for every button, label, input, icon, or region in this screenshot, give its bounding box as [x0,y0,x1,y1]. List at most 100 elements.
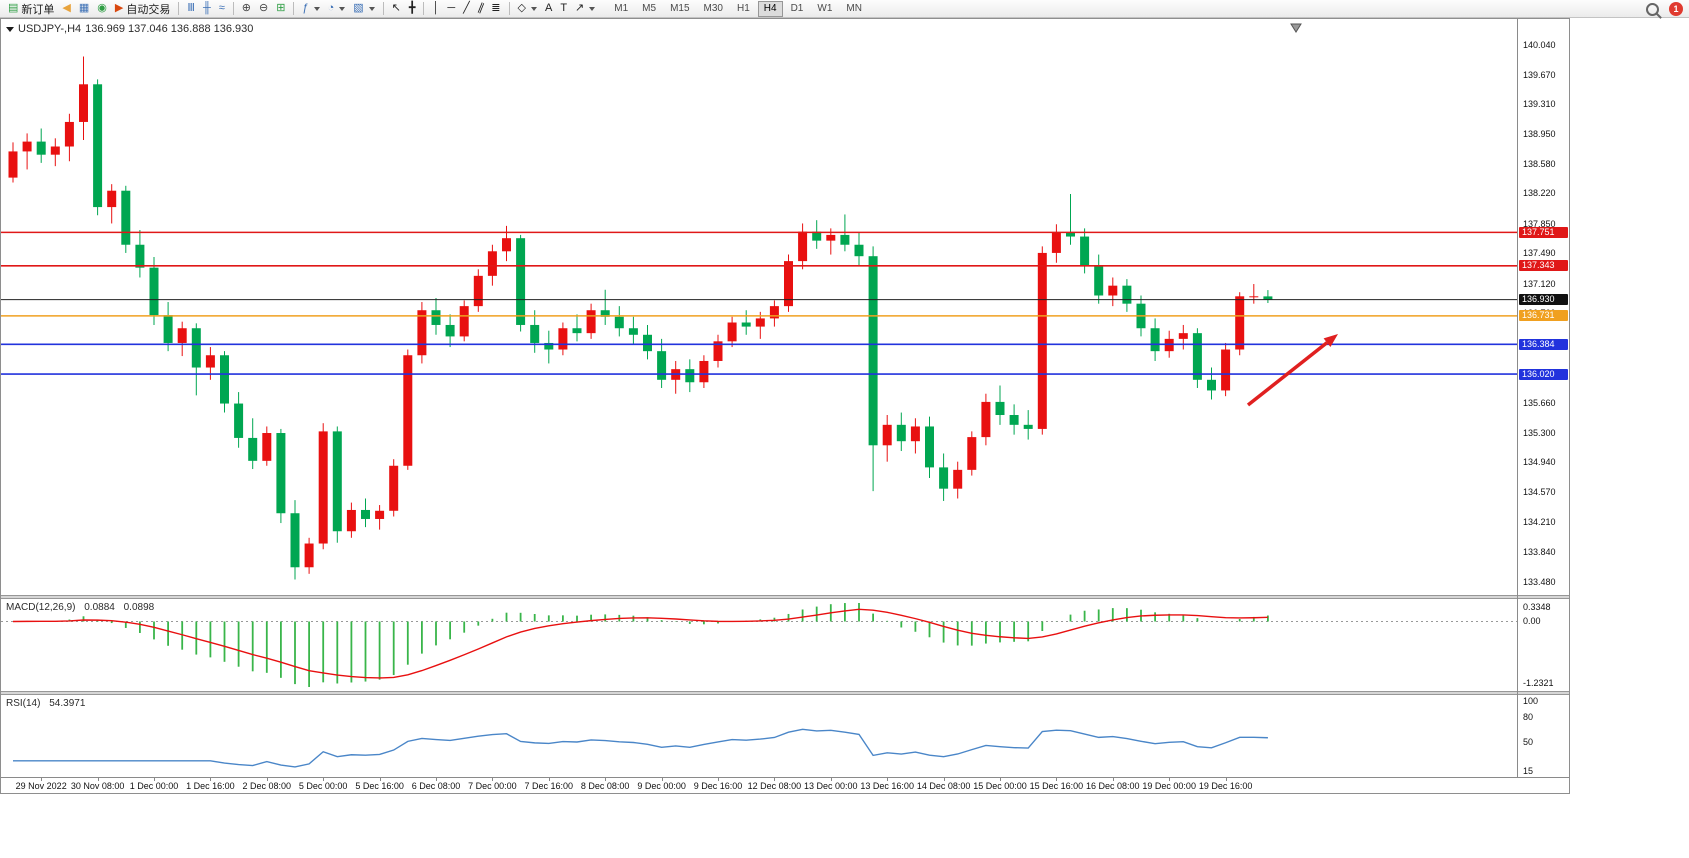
candle [445,314,455,348]
cursor-button[interactable]: ↖ [388,0,405,17]
horizontal-line-button[interactable]: ─ [443,0,459,17]
announcement-button[interactable]: ◀ [58,0,74,17]
time-axis-label: 9 Dec 00:00 [637,781,686,791]
timeframe-m30[interactable]: M30 [703,2,723,14]
indicators-button[interactable]: ƒ [298,0,323,17]
time-tick [605,778,607,781]
candle [79,56,88,140]
candle [995,385,1005,425]
candle [925,416,934,479]
candle [981,393,991,446]
cursor-icon: ↖ [391,2,401,14]
notification-badge[interactable]: 1 [1669,2,1683,16]
timeframe-mn[interactable]: MN [846,2,862,14]
time-tick [41,778,43,781]
rsi-indicator-label: RSI(14) 54.3971 [6,698,85,709]
macd-scale-zero: 0.00 [1523,615,1541,626]
time-axis-label: 14 Dec 08:00 [916,781,971,791]
fibonacci-button[interactable]: ≣ [487,0,504,17]
time-axis-label: 13 Dec 16:00 [860,781,914,791]
text-label-icon: T [560,2,568,14]
time-axis-label: 8 Dec 08:00 [580,781,630,791]
tile-windows-button[interactable]: ⊞ [272,0,289,17]
trendline-button[interactable]: ╱ [459,0,474,17]
timeframe-w1[interactable]: W1 [817,2,833,14]
timeframe-h4[interactable]: H4 [757,0,783,17]
candle [361,498,370,528]
timeframe-m1[interactable]: M1 [614,2,629,14]
candle [1037,246,1047,435]
candlestick-chart-button[interactable]: ╫ [199,0,215,17]
rsi-pane[interactable] [1,695,1517,777]
macd-signal-line [12,608,1268,679]
candle [1207,367,1216,400]
time-axis[interactable]: 29 Nov 2022 30 Nov 08:00 1 Dec 00:00 1 Dec … [1,777,1569,793]
candle [600,289,610,325]
shapes-button[interactable]: ◇ [514,0,541,17]
market-watch-icon: ◉ [97,2,107,14]
dropdown-caret-icon [368,6,375,11]
candle [346,502,356,538]
time-tick [718,778,719,781]
time-tick [154,778,155,781]
main-chart-pane[interactable] [1,19,1517,595]
time-tick [887,778,889,781]
candle [332,426,342,543]
timeframe-h1[interactable]: H1 [736,2,750,14]
candle [657,338,667,388]
auto-trading-button[interactable]: ▶ 自动交易 [111,0,174,17]
candle [1009,404,1019,435]
candle [8,142,18,183]
time-axis-label: 12 Dec 08:00 [747,781,802,791]
templates-button[interactable]: ▧ [349,0,378,17]
candle [304,537,314,574]
candle [403,349,413,470]
timeframe-d1[interactable]: D1 [790,2,804,14]
dropdown-caret-icon [313,6,320,11]
crosshair-button[interactable]: ╋ [405,0,420,17]
time-tick [774,778,776,781]
time-axis-label: 16 Dec 08:00 [1086,781,1140,791]
candle [163,302,173,352]
time-tick [830,778,832,781]
timeframe-m5[interactable]: M5 [642,2,657,14]
zoom-in-button[interactable]: ⊕ [238,0,255,17]
periods-button[interactable]: ◔ [324,0,350,17]
candle [290,500,300,580]
channel-button[interactable]: ∥ [474,0,488,17]
price-tick-label: 138.220 [1523,188,1556,199]
candle [939,453,949,501]
search-icon[interactable] [1646,2,1659,16]
one-click-trading-toggle-icon[interactable] [6,26,14,32]
pane-separator[interactable] [1,595,1569,599]
timeframe-m15[interactable]: M15 [670,2,690,14]
chart-window-button[interactable]: ▦ [75,0,93,17]
time-axis-label: 1 Dec 00:00 [129,781,179,791]
chart-shift-marker-icon[interactable] [1290,23,1302,33]
candle [699,355,709,388]
candle [107,184,117,224]
time-tick [1225,778,1227,781]
new-order-button[interactable]: ▤ 新订单 [4,0,58,17]
price-axis[interactable]: 140.040 139.670 139.310 138.950 138.580 138.2… [1517,19,1570,777]
arrows-button[interactable]: ↗ [571,0,599,17]
pane-separator[interactable] [1,691,1569,695]
market-watch-button[interactable]: ◉ [93,0,111,17]
zoom-out-button[interactable]: ⊖ [255,0,272,17]
candle [389,459,399,517]
price-tick-label: 133.840 [1523,547,1556,558]
bar-chart-button[interactable]: Ⅲ [183,0,199,17]
toolbar-separator [382,2,384,15]
text-button[interactable]: A [541,0,556,17]
text-label-button[interactable]: T [556,0,571,17]
vertical-line-button[interactable]: │ [428,0,443,17]
candle [262,426,272,466]
candle [530,310,540,353]
candle [812,220,822,249]
candle [586,303,596,339]
line-chart-button[interactable]: ≈ [215,0,229,17]
macd-pane[interactable] [1,599,1517,691]
dropdown-caret-icon [530,6,537,11]
candle [741,310,751,335]
trend-arrow-annotation[interactable] [1246,334,1338,407]
